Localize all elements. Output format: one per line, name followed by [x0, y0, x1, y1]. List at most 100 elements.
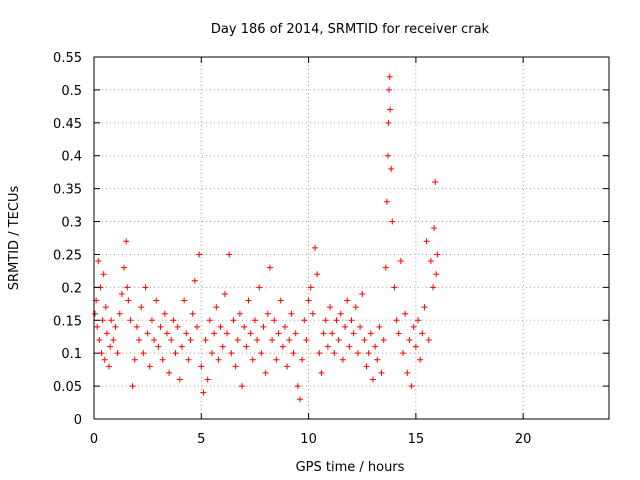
data-point: [127, 317, 134, 324]
data-point: [112, 323, 119, 330]
data-point: [329, 330, 336, 337]
data-point: [106, 363, 113, 370]
data-point: [196, 251, 203, 258]
data-point: [247, 330, 254, 337]
data-point: [327, 304, 334, 311]
data-point: [114, 350, 121, 357]
data-point: [228, 350, 235, 357]
data-point: [352, 304, 359, 311]
data-point: [277, 297, 284, 304]
data-point: [239, 383, 246, 390]
data-point: [333, 317, 340, 324]
data-point: [264, 310, 271, 317]
plot-frame: [93, 56, 610, 420]
data-point: [163, 330, 170, 337]
data-point: [202, 337, 209, 344]
data-point: [307, 284, 314, 291]
data-point: [181, 297, 188, 304]
data-point: [219, 343, 226, 350]
data-point: [386, 86, 393, 93]
data-point: [301, 317, 308, 324]
chart-title: Day 186 of 2014, SRMTID for receiver cra…: [211, 22, 490, 37]
data-point: [406, 337, 413, 344]
data-point: [140, 350, 147, 357]
data-point: [342, 323, 349, 330]
x-tick-label: 20: [515, 432, 532, 447]
data-point: [131, 356, 138, 363]
data-point: [387, 106, 394, 113]
data-point: [292, 330, 299, 337]
data-point: [322, 317, 329, 324]
data-point: [427, 258, 434, 265]
data-point: [138, 304, 145, 311]
data-point: [380, 337, 387, 344]
data-point: [108, 317, 115, 324]
data-point: [383, 198, 390, 205]
data-point: [101, 356, 108, 363]
data-point: [221, 290, 228, 297]
data-point: [331, 350, 338, 357]
data-point: [174, 323, 181, 330]
data-point: [432, 179, 439, 186]
data-point: [312, 244, 319, 251]
data-point: [281, 323, 288, 330]
data-point: [215, 356, 222, 363]
data-point: [367, 330, 374, 337]
data-point: [234, 337, 241, 344]
data-point: [410, 323, 417, 330]
data-point: [256, 284, 263, 291]
data-point: [400, 350, 406, 357]
data-point: [172, 350, 179, 357]
data-point: [99, 317, 106, 324]
data-point: [388, 165, 395, 172]
data-point: [121, 264, 128, 271]
data-point: [303, 337, 310, 344]
data-point: [324, 343, 331, 350]
data-point: [168, 337, 175, 344]
data-point: [153, 297, 160, 304]
data-point: [129, 383, 136, 390]
data-point: [148, 317, 155, 324]
data-point: [286, 337, 293, 344]
data-point: [430, 284, 437, 291]
data-point: [284, 363, 291, 370]
data-point: [254, 337, 261, 344]
data-point: [200, 389, 207, 396]
data-point: [376, 323, 383, 330]
data-point: [159, 356, 166, 363]
data-point: [107, 343, 114, 350]
y-tick-label: 0.3: [61, 216, 82, 231]
y-tick-label: 0.05: [53, 380, 82, 395]
data-point: [423, 238, 430, 245]
data-point: [393, 317, 400, 324]
data-point: [118, 290, 125, 297]
y-axis-label: SRMTID / TECUs: [7, 186, 22, 291]
y-axis-tick-labels: 0 0.05 0.1 0.15 0.2 0.25 0.3 0.35 0.4 0.45 0.5 0.55: [53, 51, 82, 428]
data-point: [386, 73, 393, 80]
data-point: [294, 383, 301, 390]
data-point: [189, 310, 196, 317]
grid-lines: [94, 57, 609, 419]
data-point: [271, 317, 278, 324]
data-point: [217, 323, 224, 330]
x-tick-label: 0: [90, 432, 98, 447]
data-point: [337, 310, 344, 317]
data-point: [191, 277, 198, 284]
data-point: [395, 330, 402, 337]
data-point: [100, 271, 107, 278]
x-tick-label: 5: [197, 432, 205, 447]
data-point: [404, 369, 411, 376]
data-point: [290, 350, 297, 357]
data-point: [213, 304, 220, 311]
data-point: [204, 376, 211, 383]
data-point: [297, 396, 303, 403]
data-point: [183, 330, 190, 337]
data-point: [211, 330, 218, 337]
data-point: [116, 310, 123, 317]
data-point: [279, 343, 286, 350]
data-point: [391, 284, 398, 291]
data-point: [417, 356, 424, 363]
data-point: [359, 290, 366, 297]
data-point: [397, 258, 404, 265]
